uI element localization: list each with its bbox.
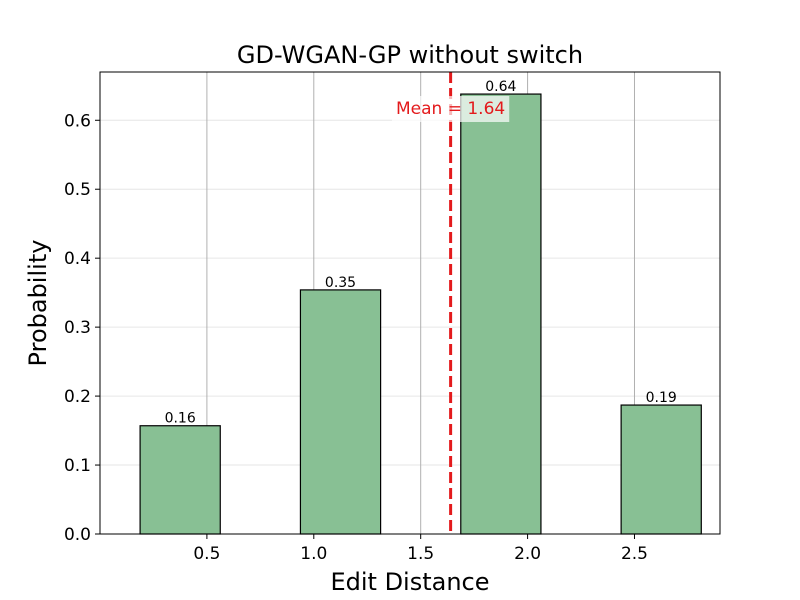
x-tick-label: 2.0 (514, 544, 541, 564)
bar (620, 404, 702, 535)
y-tick-label: 0.1 (64, 456, 91, 476)
y-tick-label: 0.4 (64, 249, 91, 269)
bars-layer: 0.16 0.35 0.64 0.19 (139, 79, 702, 535)
y-tick-label: 0.5 (64, 180, 91, 200)
x-tick-label: 2.5 (621, 544, 648, 564)
bar-value-label: 0.19 (646, 390, 677, 406)
bar-value-label: 0.16 (165, 411, 196, 427)
mean-layer: Mean = 1.64 (392, 72, 510, 534)
x-tick-label: 1.5 (407, 544, 434, 564)
y-axis-label: Probability (24, 240, 52, 367)
bar (299, 289, 382, 535)
bar (460, 93, 542, 535)
y-tick-label: 0.2 (64, 387, 91, 407)
y-tick-label: 0.0 (64, 525, 91, 545)
plot-frame (99, 71, 721, 535)
ticks-layer: 0.0 0.1 0.2 0.3 0.4 0.5 0.6 0.5 1.0 1.5 2.0 2.5 (64, 111, 648, 564)
bar-value-label: 0.35 (325, 275, 356, 291)
bar (139, 425, 221, 535)
x-axis-label: Edit Distance (330, 568, 489, 596)
x-tick-label: 0.5 (193, 544, 220, 564)
bar-value-label: 0.64 (485, 79, 516, 95)
chart-title: GD-WGAN-GP without switch (237, 41, 583, 69)
x-tick-label: 1.0 (300, 544, 327, 564)
mean-label: Mean = 1.64 (396, 99, 505, 119)
y-tick-label: 0.3 (64, 318, 91, 338)
y-tick-label: 0.6 (64, 111, 91, 131)
mean-label-background (392, 96, 510, 122)
